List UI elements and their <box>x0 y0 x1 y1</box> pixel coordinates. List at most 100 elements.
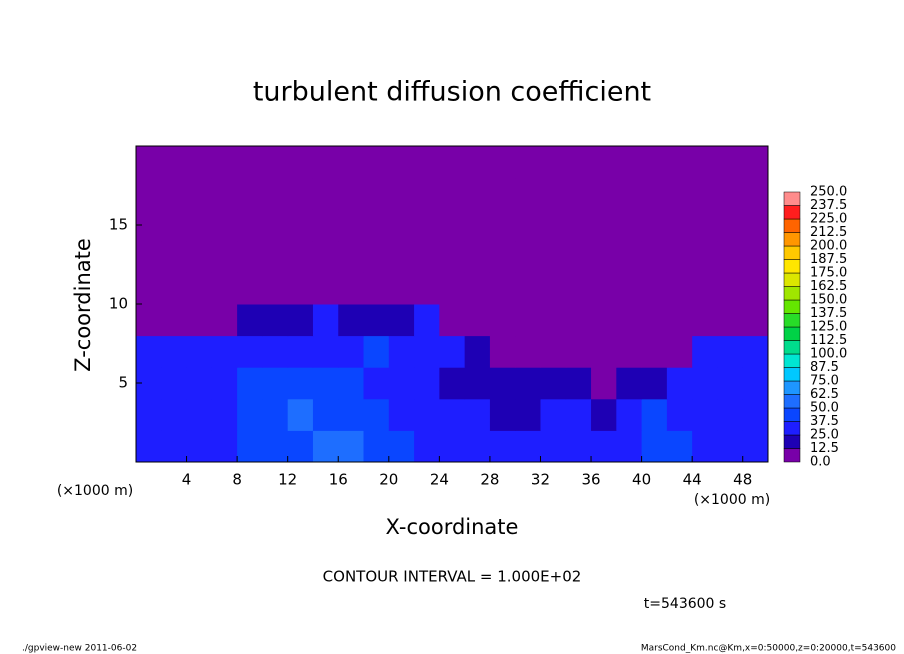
footer-left: ./gpview-new 2011-06-02 <box>22 644 137 654</box>
cell <box>136 272 162 305</box>
cell <box>287 367 314 400</box>
colorbar-segment <box>783 313 801 328</box>
x-tick-label: 20 <box>379 471 398 489</box>
cell <box>186 177 213 210</box>
cell <box>363 146 390 179</box>
cell <box>186 398 213 431</box>
cell <box>161 240 188 273</box>
cell <box>591 304 617 337</box>
colorbar-segment <box>783 434 801 449</box>
cell <box>237 367 263 400</box>
cell <box>186 335 213 368</box>
cell <box>540 240 567 273</box>
cell <box>565 146 592 179</box>
cell <box>616 398 643 431</box>
cell <box>641 367 668 400</box>
cell <box>136 146 162 179</box>
cell <box>565 240 592 273</box>
cell <box>262 335 289 368</box>
cell <box>287 398 314 431</box>
cell <box>388 177 415 210</box>
cell <box>591 177 617 210</box>
cell <box>515 367 541 400</box>
cell <box>312 304 339 337</box>
cell <box>161 304 188 337</box>
x-tick-label: 16 <box>329 471 348 489</box>
cell <box>616 177 643 210</box>
colorbar-label: 225.0 <box>810 212 847 227</box>
cell <box>692 177 718 210</box>
cell <box>717 209 744 242</box>
cell <box>692 209 718 242</box>
cell <box>464 209 491 242</box>
cell <box>388 304 415 337</box>
cell <box>312 177 339 210</box>
cell <box>742 335 769 368</box>
cell <box>641 146 668 179</box>
cell <box>338 304 365 337</box>
cell <box>161 367 188 400</box>
cell <box>287 240 314 273</box>
cell <box>742 177 769 210</box>
x-tick-label: 32 <box>531 471 550 489</box>
cell <box>338 209 365 242</box>
cell <box>414 209 440 242</box>
cell <box>616 209 643 242</box>
colorbar-segment <box>783 353 801 368</box>
cell <box>591 146 617 179</box>
y-axis-label: Z-coordinate <box>71 238 95 372</box>
colorbar-segment <box>783 448 801 463</box>
cell <box>540 177 567 210</box>
cell <box>414 430 440 463</box>
cell <box>565 335 592 368</box>
colorbar-segment <box>783 394 801 409</box>
cell <box>641 240 668 273</box>
cell <box>717 430 744 463</box>
cell <box>439 367 466 400</box>
cell <box>489 304 516 337</box>
cell <box>666 335 693 368</box>
cell <box>515 335 541 368</box>
cell <box>388 146 415 179</box>
colorbar-segment <box>783 259 801 274</box>
cell <box>161 146 188 179</box>
cell <box>414 367 440 400</box>
cell <box>666 209 693 242</box>
cell <box>515 209 541 242</box>
cell <box>616 146 643 179</box>
cell <box>489 335 516 368</box>
x-unit: (×1000 m) <box>694 492 770 508</box>
cell <box>565 177 592 210</box>
cell <box>717 398 744 431</box>
colorbar-label: 187.5 <box>810 252 847 267</box>
cell <box>540 335 567 368</box>
cell <box>439 177 466 210</box>
cell <box>515 272 541 305</box>
cell <box>186 240 213 273</box>
cell <box>414 240 440 273</box>
cell <box>464 177 491 210</box>
cell <box>161 209 188 242</box>
cell <box>211 335 238 368</box>
cell <box>439 209 466 242</box>
cell <box>565 398 592 431</box>
x-tick-label: 12 <box>278 471 297 489</box>
colorbar-segment <box>783 421 801 436</box>
cell <box>211 304 238 337</box>
cell <box>363 177 390 210</box>
cell <box>692 240 718 273</box>
colorbar-segment <box>783 286 801 301</box>
colorbar-label: 250.0 <box>810 185 847 200</box>
cell <box>742 430 769 463</box>
cell <box>237 240 263 273</box>
colorbar-label: 237.5 <box>810 198 847 213</box>
cell <box>414 146 440 179</box>
cell <box>186 272 213 305</box>
cell <box>439 240 466 273</box>
cell <box>161 430 188 463</box>
colorbar-label: 12.5 <box>810 441 839 456</box>
cell <box>489 367 516 400</box>
cell <box>515 240 541 273</box>
colorbar-label: 162.5 <box>810 279 847 294</box>
